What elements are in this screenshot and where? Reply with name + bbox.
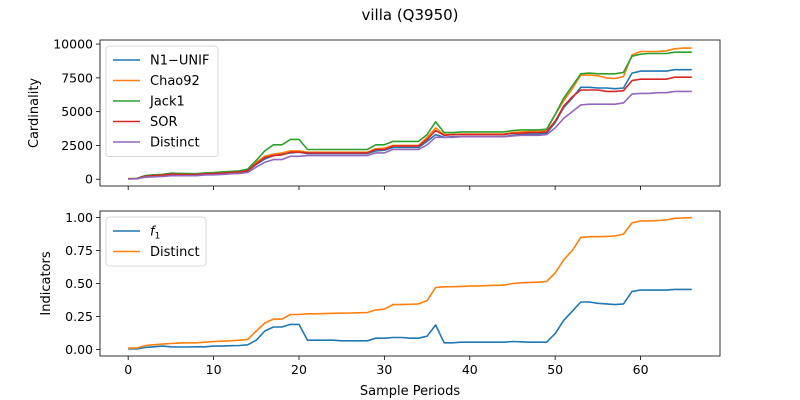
x-tick-label: 40	[462, 362, 478, 377]
y-tick-label: 10000	[53, 37, 93, 52]
legend-entry: N1−UNIF	[150, 54, 209, 69]
series-line-sor	[128, 76, 692, 180]
series-line-f1	[128, 288, 692, 350]
y-tick-label: 0.75	[65, 243, 93, 258]
legend-entry: Distinct	[150, 136, 200, 151]
x-tick-label: 20	[291, 362, 307, 377]
panel-1: 0 2500 5000 7500 10000 Cardinality N1−UNIF Chao…	[27, 37, 721, 190]
x-tick-label: 10	[206, 362, 222, 377]
y-tick-label: 7500	[61, 70, 93, 85]
y-tick-label: 1.00	[65, 210, 93, 225]
y-tick-label: 0.50	[65, 276, 93, 291]
axes-frame	[99, 39, 721, 187]
x-axis-label: Sample Periods	[360, 384, 460, 399]
series-line-jack1	[128, 51, 692, 180]
legend-entry: SOR	[150, 115, 178, 130]
x-tick-label: 0	[124, 362, 132, 377]
y-axis-label: Indicators	[39, 251, 54, 315]
y-tick-label: 0	[85, 172, 93, 187]
series-line-distinct	[128, 90, 692, 180]
legend: f1 Distinct	[105, 216, 207, 267]
legend: N1−UNIF Chao92 Jack1 SOR Distinct	[105, 45, 219, 157]
series-line-distinct	[128, 216, 692, 349]
legend-box	[105, 45, 219, 157]
legend-entry: Jack1	[149, 95, 185, 110]
legend-box	[105, 216, 207, 267]
legend-entry: f1	[150, 225, 160, 242]
panels: 0 2500 5000 7500 10000 Cardinality N1−UNIF Chao…	[27, 37, 721, 399]
legend-entry: Distinct	[150, 245, 200, 260]
y-tick-label: 0.25	[65, 309, 93, 324]
panel-2: 0.00 0.25 0.50 0.75 1.00 0 10 20 30 40 50 60 Indicat…	[39, 210, 721, 399]
legend-entry: Chao92	[150, 74, 200, 89]
y-axis-label: Cardinality	[27, 78, 42, 149]
x-tick-label: 30	[376, 362, 392, 377]
y-tick-label: 5000	[61, 104, 93, 119]
figure-title: villa (Q3950)	[361, 6, 458, 24]
x-tick-label: 60	[633, 362, 649, 377]
y-tick-label: 0.00	[65, 342, 93, 357]
y-tick-label: 2500	[61, 138, 93, 153]
x-tick-label: 50	[547, 362, 563, 377]
